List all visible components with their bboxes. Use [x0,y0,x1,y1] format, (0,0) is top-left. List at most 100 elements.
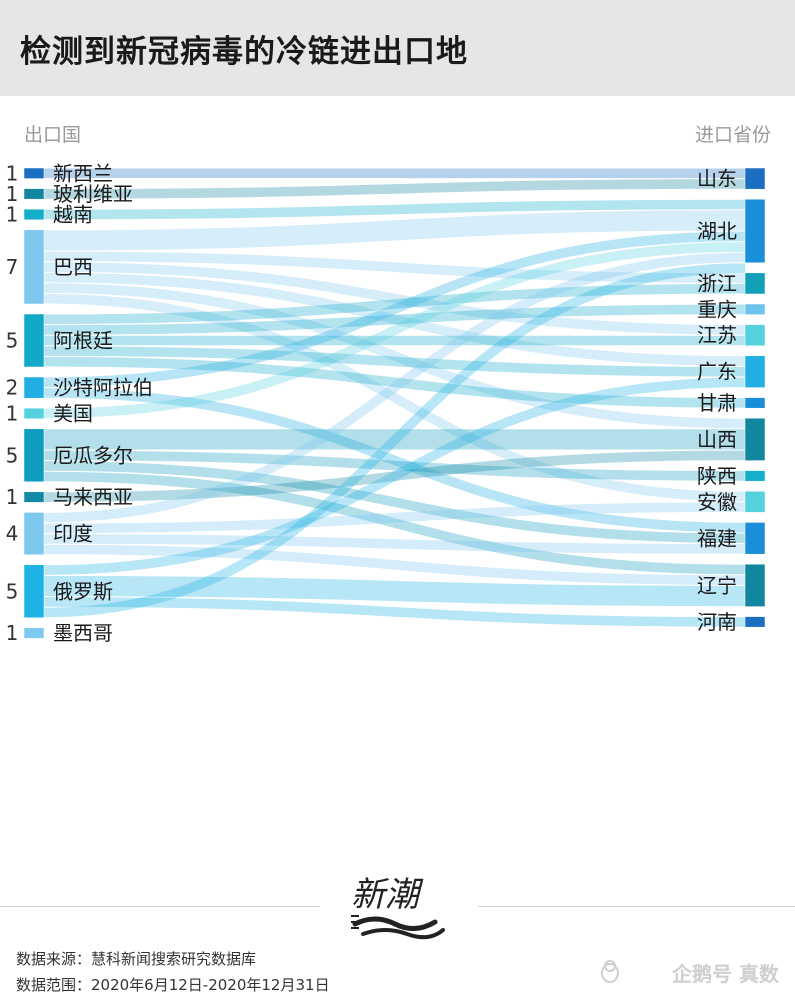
source-label-11: 墨西哥 [53,621,113,645]
svg-text:新潮: 新潮 [351,875,424,915]
source-bar-2 [23,208,45,221]
target-label-2: 浙江 [697,271,737,295]
source-count-4: 5 [6,329,19,353]
link-layer [43,168,746,627]
target-bar-1 [744,198,766,264]
target-label-9: 安徽 [697,490,737,514]
source-bar-5 [23,376,45,399]
target-bar-2 [744,272,766,295]
data-source-note: 数据来源：慧科新闻搜索研究数据库 [16,950,257,968]
source-bar-10 [23,564,45,619]
target-bar-0 [744,167,766,190]
flow-link-27 [43,575,746,607]
right-column-header: 进口省份 [694,124,771,146]
source-bar-3 [23,229,45,305]
flow-link-13 [43,356,746,408]
flow-link-19 [43,461,746,544]
footer-divider-right [478,906,795,907]
source-label-10: 俄罗斯 [53,579,113,603]
flow-link-7 [43,283,746,429]
source-bar-6 [23,407,45,420]
target-bar-12 [744,616,766,628]
source-label-6: 美国 [53,402,93,426]
source-count-11: 1 [6,621,19,645]
flow-link-26 [43,377,746,575]
flow-link-8 [43,293,746,502]
left-column-header: 出口国 [24,124,82,146]
target-bar-10 [744,522,766,555]
source-label-0: 新西兰 [53,161,113,185]
source-bar-8 [23,491,45,503]
flow-link-29 [43,263,746,618]
source-bar-0 [23,167,45,179]
page-title: 检测到新冠病毒的冷链进出口地 [20,34,468,70]
target-label-10: 福建 [697,526,737,550]
source-bar-4 [23,313,45,368]
target-label-1: 湖北 [697,219,737,243]
source-count-3: 7 [6,255,19,279]
source-label-2: 越南 [53,203,93,227]
flow-link-22 [43,252,746,523]
source-count-0: 1 [6,161,19,185]
target-bar-9 [744,490,766,513]
flow-link-14 [43,231,746,388]
flow-link-3 [43,210,746,251]
source-label-7: 厄瓜多尔 [53,443,133,467]
platform-watermark: 企鹅号 真数 [672,962,779,986]
target-label-12: 河南 [697,610,737,634]
flow-link-16 [43,242,746,419]
source-count-1: 1 [6,182,19,206]
flow-link-4 [43,251,746,283]
source-label-4: 阿根廷 [53,329,113,353]
sankey-diagram: 新西兰 1 玻利维亚 1 越南 1 巴西 7 阿根廷 5 沙特阿拉伯 2 美国 1 厄瓜多尔 5 马来西亚 1 印度… [6,161,766,645]
target-label-5: 广东 [697,360,737,384]
target-label-7: 山西 [697,427,737,451]
target-label-4: 江苏 [697,323,737,347]
flow-link-20 [43,471,746,575]
flow-link-18 [43,450,746,481]
flow-link-21 [43,450,746,502]
source-label-8: 马来西亚 [53,485,133,509]
target-label-8: 陕西 [697,464,737,488]
flow-link-15 [43,388,746,533]
target-bar-5 [744,355,766,388]
brand-logo: 新潮 [345,868,455,944]
flow-link-5 [43,262,746,335]
flow-link-28 [43,597,746,627]
penguin-icon [601,960,619,983]
source-bar-11 [23,627,45,639]
target-bar-7 [744,417,766,461]
flow-link-6 [43,272,746,366]
source-bar-7 [23,428,45,483]
flow-link-12 [43,346,746,377]
source-count-8: 1 [6,485,19,509]
target-bar-11 [744,563,766,607]
target-bar-3 [744,303,766,315]
source-label-3: 巴西 [53,255,93,279]
footer-divider-left [0,906,320,907]
source-count-5: 2 [6,376,19,400]
flow-link-23 [43,502,746,534]
target-label-0: 山东 [697,167,737,191]
source-count-6: 1 [6,402,19,426]
source-count-2: 1 [6,203,19,227]
flow-link-24 [43,534,746,554]
source-label-1: 玻利维亚 [53,182,133,206]
data-range-note: 数据范围：2020年6月12日-2020年12月31日 [16,976,330,994]
target-bar-8 [744,470,766,482]
source-label-5: 沙特阿拉伯 [53,376,153,400]
source-label-9: 印度 [53,522,93,546]
flow-link-25 [43,544,746,585]
flow-link-2 [43,199,746,220]
target-label-11: 辽宁 [697,573,737,597]
target-bar-4 [744,324,766,347]
title-banner: 检测到新冠病毒的冷链进出口地 [0,0,795,96]
target-label-6: 甘肃 [697,391,737,415]
source-count-9: 4 [6,522,19,546]
source-bar-9 [23,512,45,556]
source-bar-1 [23,188,45,200]
flow-link-1 [43,179,746,199]
flow-link-10 [43,304,746,335]
target-bar-6 [744,397,766,409]
source-count-10: 5 [6,579,19,603]
